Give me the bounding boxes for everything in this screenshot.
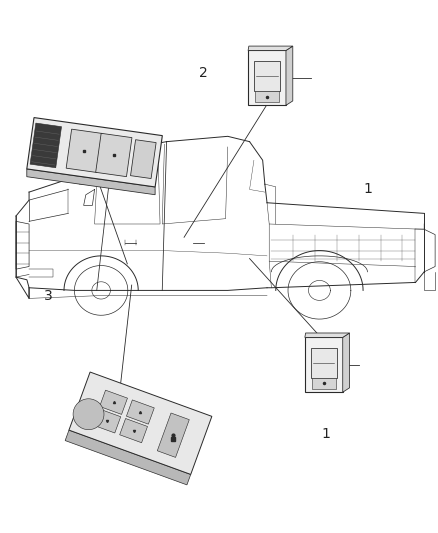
Polygon shape — [286, 46, 293, 106]
Polygon shape — [66, 129, 102, 173]
Polygon shape — [248, 46, 293, 51]
Polygon shape — [99, 390, 127, 414]
Polygon shape — [93, 409, 121, 433]
Text: 1: 1 — [321, 427, 331, 441]
Polygon shape — [120, 418, 148, 443]
Bar — [311, 348, 337, 378]
Polygon shape — [157, 413, 189, 457]
Text: 3: 3 — [44, 289, 53, 303]
Bar — [248, 51, 286, 106]
Polygon shape — [131, 140, 156, 179]
Polygon shape — [65, 430, 191, 485]
Polygon shape — [127, 400, 154, 424]
Bar — [255, 91, 279, 102]
Circle shape — [73, 399, 104, 430]
Polygon shape — [30, 123, 61, 168]
Polygon shape — [27, 169, 155, 195]
Text: 2: 2 — [199, 66, 208, 79]
Bar — [305, 337, 343, 392]
Bar — [312, 378, 336, 389]
Text: 1: 1 — [363, 182, 372, 197]
Bar — [254, 61, 280, 91]
Polygon shape — [305, 333, 350, 337]
Polygon shape — [343, 333, 350, 392]
Polygon shape — [69, 372, 212, 474]
Polygon shape — [95, 133, 132, 176]
Polygon shape — [27, 118, 162, 187]
